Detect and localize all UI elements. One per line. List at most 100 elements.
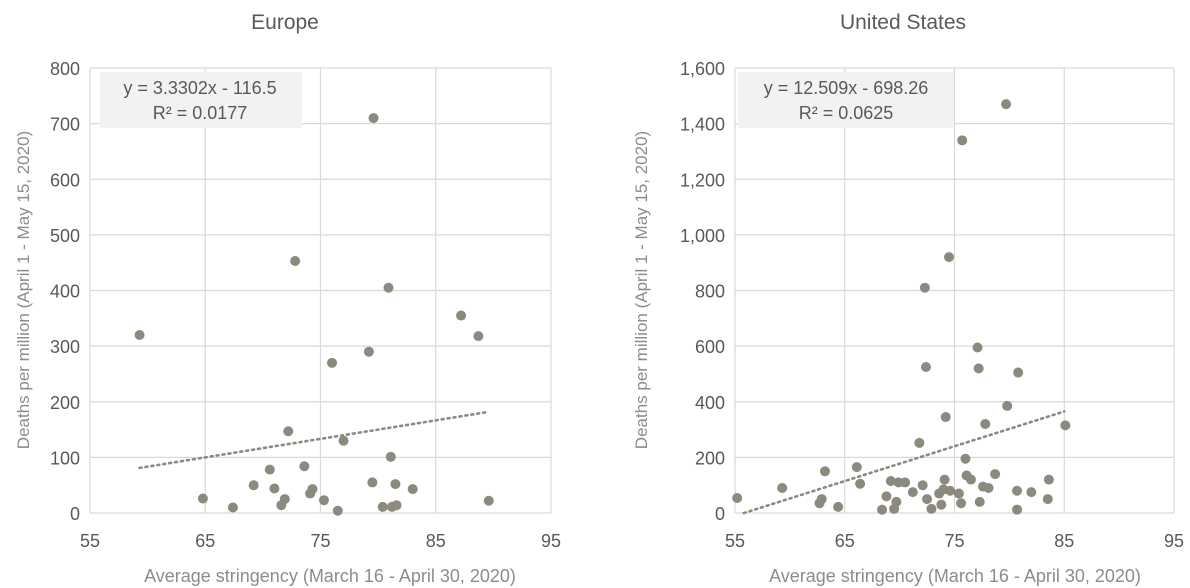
data-point	[299, 461, 310, 472]
data-point	[1001, 99, 1012, 110]
data-point	[900, 477, 911, 488]
data-point	[134, 330, 145, 340]
data-point	[974, 496, 985, 507]
data-point	[885, 476, 896, 487]
r-squared: R² = 0.0625	[799, 103, 894, 123]
data-point	[338, 435, 349, 446]
tick-labels: 0 200 400 600 800 1,000 1,200 1,400 1,600 55 65 75 8…	[680, 59, 1184, 551]
equation-box-background	[100, 72, 302, 128]
y-tick-label: 700	[50, 115, 80, 135]
data-point	[919, 282, 930, 293]
data-point	[940, 412, 951, 423]
trendline-equation: y = 3.3302x - 116.5	[123, 78, 276, 98]
data-point	[269, 483, 280, 494]
data-point	[877, 504, 888, 515]
x-tick-label: 55	[80, 531, 100, 551]
x-tick-label: 75	[310, 531, 330, 551]
data-point	[917, 480, 928, 491]
trendline	[138, 410, 491, 470]
data-points	[732, 99, 1071, 515]
data-point	[483, 495, 494, 506]
data-point	[953, 488, 964, 499]
data-point	[944, 252, 955, 263]
y-tick-label: 600	[50, 170, 80, 190]
chart-title: Europe	[251, 11, 319, 34]
trendline	[742, 410, 1066, 515]
data-point	[363, 346, 374, 357]
data-point	[990, 469, 1001, 480]
grid-lines	[89, 67, 552, 514]
data-point	[456, 310, 467, 321]
data-point	[390, 479, 401, 490]
data-point	[1026, 487, 1037, 498]
data-point	[368, 113, 379, 124]
data-point	[980, 419, 991, 429]
data-point	[855, 478, 866, 489]
data-point	[1043, 474, 1054, 485]
x-tick-label: 95	[541, 531, 561, 551]
data-point	[385, 451, 396, 462]
data-point	[1002, 400, 1013, 411]
x-axis-label: Average stringency (March 16 - April 30,…	[769, 566, 1141, 586]
data-point	[833, 501, 844, 512]
data-point	[939, 474, 950, 485]
data-point	[945, 485, 956, 496]
trendline-equation: y = 12.509x - 698.26	[764, 78, 929, 98]
x-tick-label: 55	[725, 531, 745, 551]
y-tick-label: 800	[695, 282, 725, 302]
europe-chart: Europe Deaths per million (April 1 - May…	[14, 11, 561, 586]
data-point	[1012, 485, 1023, 496]
data-point	[851, 462, 862, 473]
x-tick-label: 75	[944, 531, 964, 551]
data-point	[777, 482, 788, 493]
data-point	[881, 491, 892, 502]
y-tick-label: 400	[695, 393, 725, 413]
data-point	[367, 477, 378, 488]
data-point	[732, 492, 743, 503]
data-point	[891, 496, 902, 507]
x-tick-label: 85	[426, 531, 446, 551]
grid-lines	[734, 67, 1175, 514]
y-tick-label: 400	[50, 282, 80, 302]
y-tick-label: 1,200	[680, 170, 725, 190]
data-point	[936, 499, 947, 510]
data-point	[914, 437, 925, 448]
data-point	[907, 487, 918, 498]
chart-title: United States	[840, 11, 966, 34]
data-point	[965, 474, 976, 485]
data-point	[197, 493, 208, 504]
trendline-group	[742, 410, 1066, 515]
x-tick-label: 65	[195, 531, 215, 551]
united-states-chart: United States Deaths per million (April …	[632, 11, 1184, 586]
equation-box: y = 3.3302x - 116.5 R² = 0.0177	[100, 72, 302, 128]
x-tick-label: 95	[1164, 531, 1184, 551]
data-points	[134, 113, 494, 516]
x-tick-label: 85	[1054, 531, 1074, 551]
data-point	[407, 484, 418, 495]
data-point	[1042, 494, 1053, 505]
y-tick-label: 600	[695, 337, 725, 357]
data-point	[473, 331, 484, 342]
data-point	[1060, 420, 1071, 431]
equation-box: y = 12.509x - 698.26 R² = 0.0625	[738, 72, 954, 128]
y-tick-label: 100	[50, 448, 80, 468]
y-tick-label: 200	[50, 393, 80, 413]
y-tick-label: 0	[70, 504, 80, 524]
data-point	[973, 363, 984, 374]
x-axis-label: Average stringency (March 16 - April 30,…	[144, 566, 516, 586]
data-point	[264, 464, 275, 475]
data-point	[816, 494, 827, 505]
data-point	[960, 453, 971, 464]
data-point	[1013, 367, 1024, 378]
tick-labels: 0 100 200 300 400 500 600 700 800 55 65 75 85 95	[50, 59, 561, 551]
data-point	[926, 503, 937, 514]
y-tick-label: 1,400	[680, 115, 725, 135]
y-axis-label: Deaths per million (April 1 - May 15, 20…	[632, 131, 651, 449]
y-tick-label: 500	[50, 226, 80, 246]
data-point	[283, 426, 294, 437]
data-point	[248, 480, 259, 491]
data-point	[290, 256, 301, 267]
trendline-group	[138, 410, 491, 470]
equation-box-background	[738, 72, 954, 128]
